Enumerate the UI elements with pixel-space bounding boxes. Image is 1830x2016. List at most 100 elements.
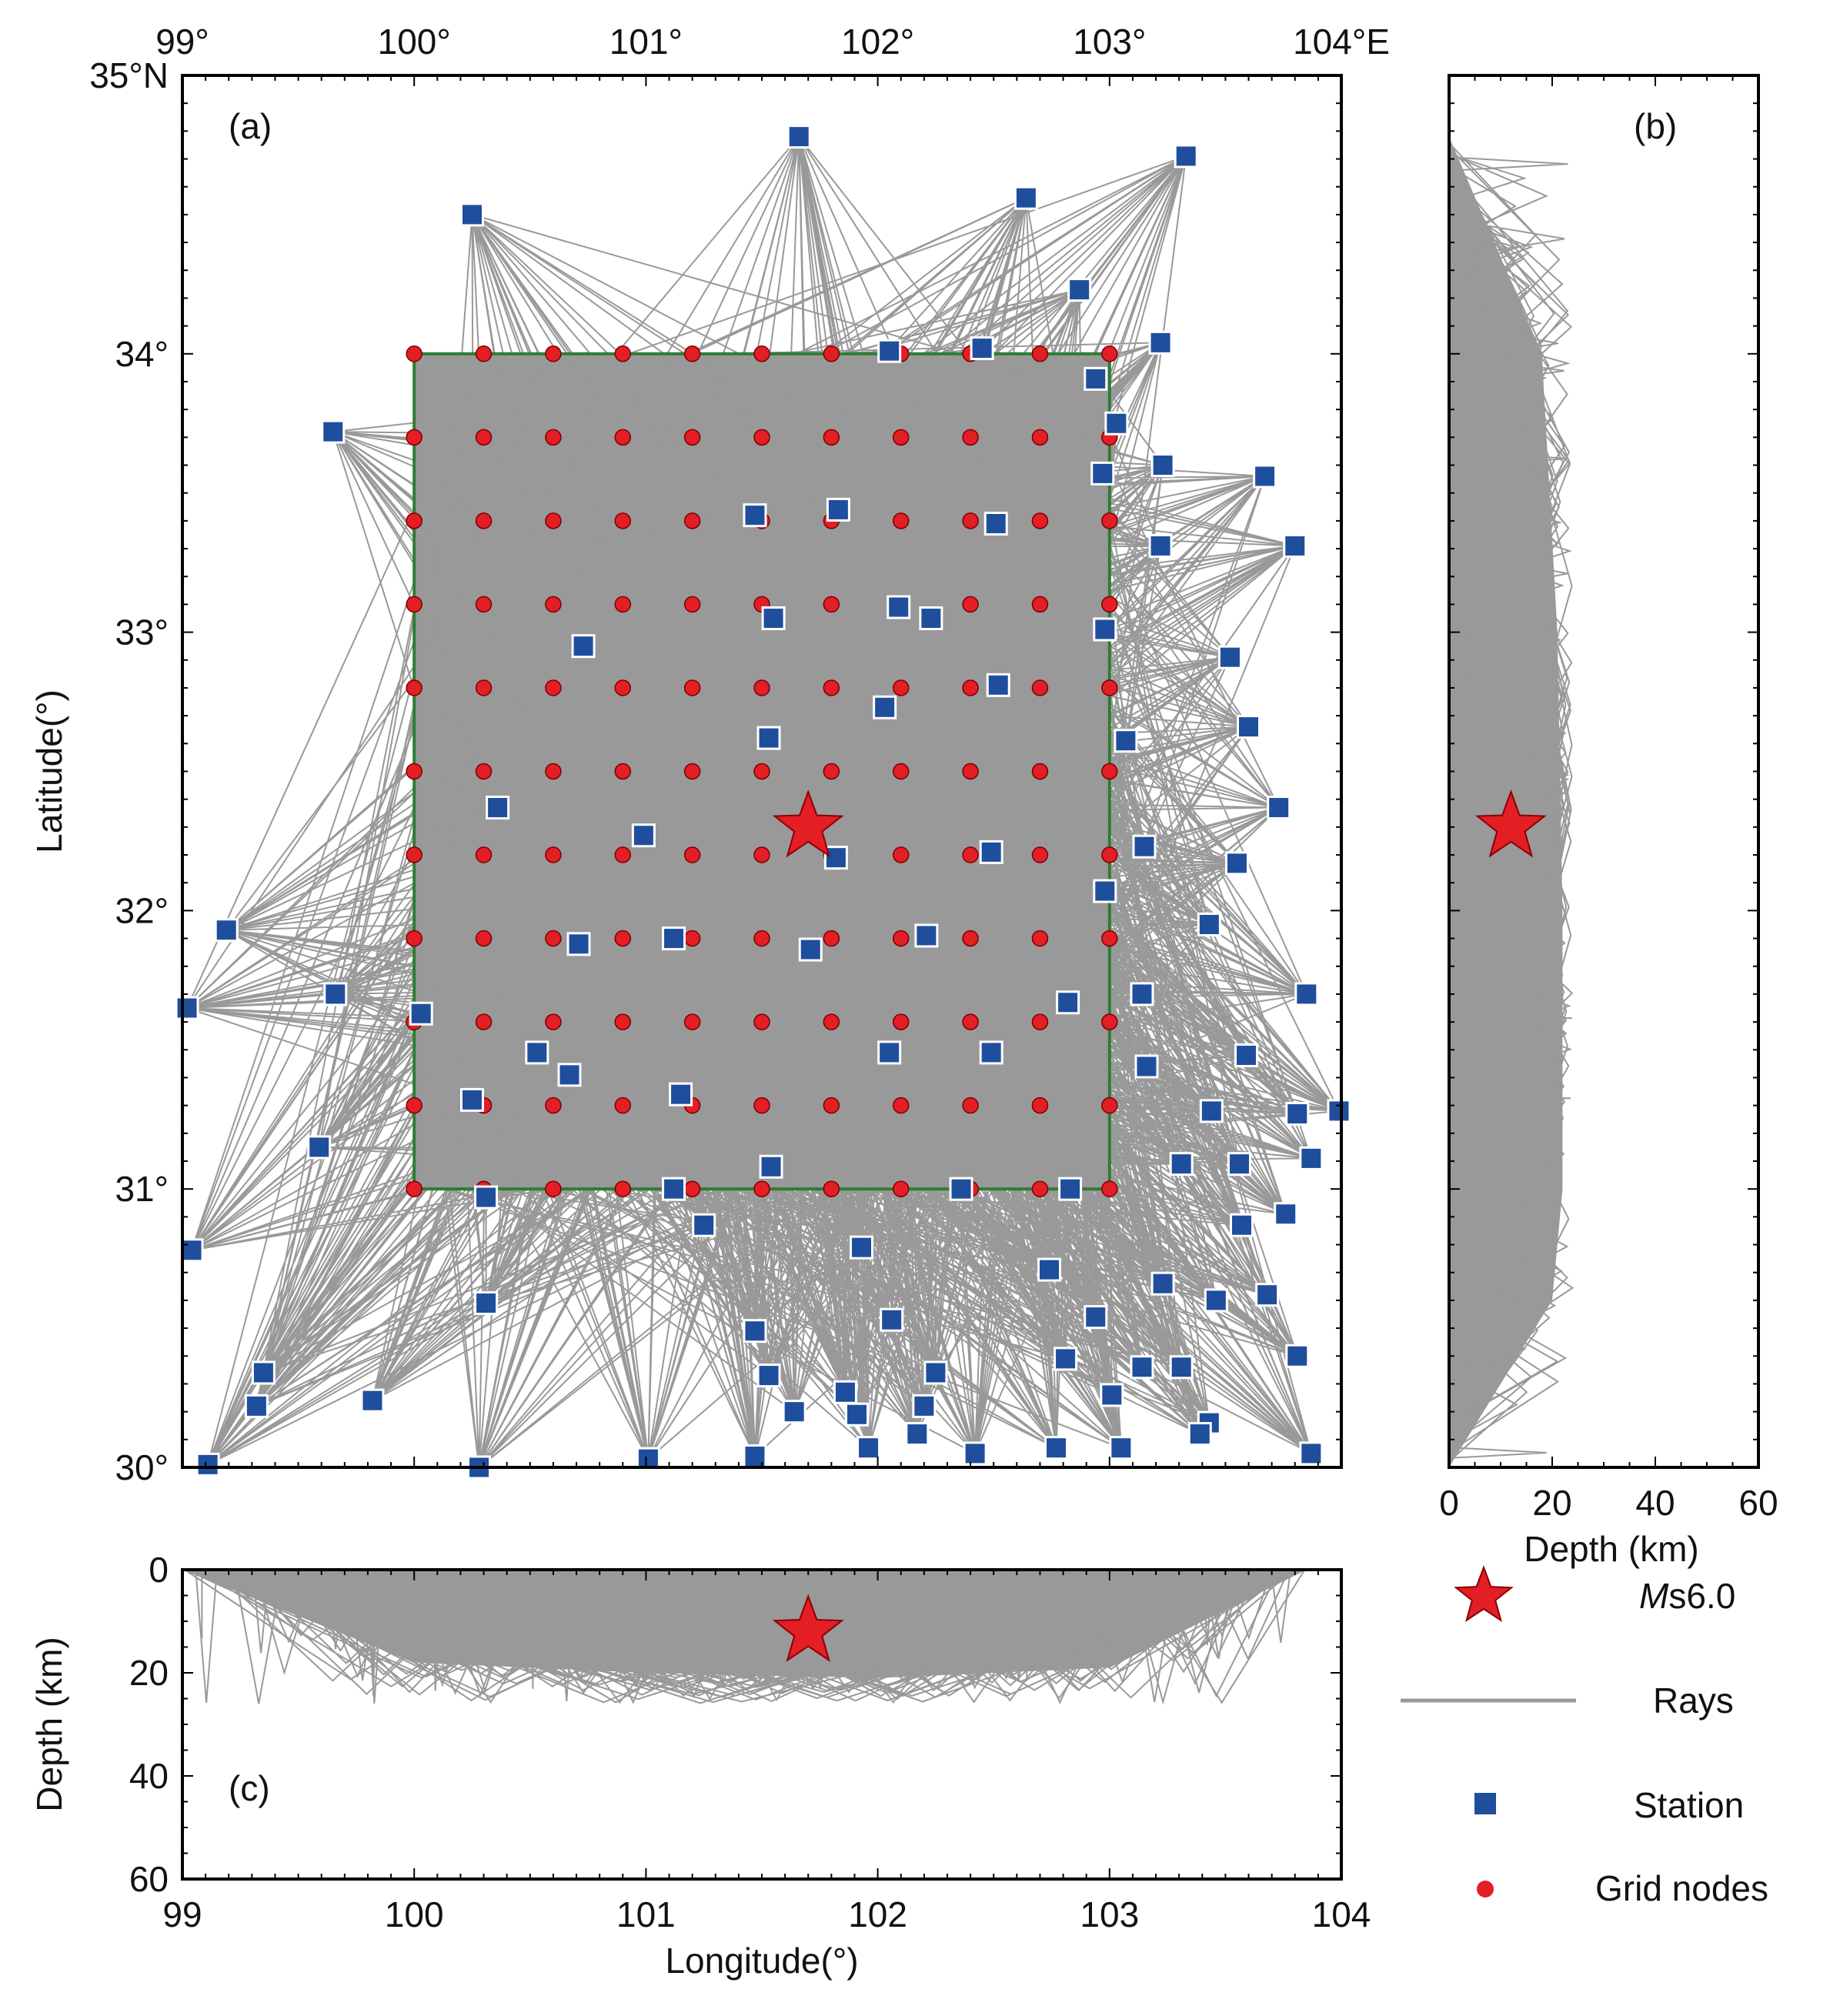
grid-node (545, 1013, 562, 1030)
grid-node (753, 930, 770, 947)
station-marker (460, 1087, 484, 1112)
legend-station-icon (1474, 1793, 1496, 1814)
legend-grid-nodes-label: Grid nodes (1595, 1868, 1768, 1908)
panel-a-map: 99° 100° 101° 102° 103° 104°E 30° 31° 32° 33° 34° 3… (29, 22, 1390, 1487)
c-y-tick-label: 0 (149, 1550, 169, 1590)
station-marker (1084, 1305, 1108, 1330)
station-marker (986, 673, 1010, 697)
station-marker (557, 1063, 582, 1087)
grid-node (614, 846, 632, 863)
panel-b-label: (b) (1634, 106, 1677, 146)
station-marker (914, 923, 939, 948)
station-marker (409, 1001, 433, 1026)
grid-node (962, 679, 979, 696)
panel-a-ticks: 99° 100° 101° 102° 103° 104°E 30° 31° 32° 33° 34° 3… (89, 22, 1390, 1487)
station-marker (631, 823, 656, 848)
grid-node (545, 1096, 562, 1114)
station-marker (474, 1185, 499, 1210)
grid-node (1031, 679, 1049, 696)
grid-node (962, 1096, 979, 1114)
grid-node (406, 930, 422, 947)
station-marker (823, 846, 848, 870)
grid-node (683, 846, 701, 863)
grid-node (614, 596, 632, 613)
grid-node (1031, 1096, 1049, 1114)
grid-node (823, 679, 840, 696)
station-marker (1204, 1288, 1228, 1313)
grid-node (823, 429, 840, 446)
grid-node (475, 512, 493, 529)
grid-node (892, 846, 910, 863)
station-marker (1014, 185, 1038, 210)
station-marker (360, 1388, 385, 1413)
grid-node (962, 429, 979, 446)
grid-node (545, 512, 562, 529)
station-marker (1285, 1343, 1310, 1368)
grid-node (753, 345, 770, 362)
grid-node (545, 679, 562, 696)
x-tick-label: 103° (1073, 22, 1146, 62)
stations (175, 125, 1351, 1480)
station-marker (1134, 1054, 1159, 1079)
station-marker (970, 336, 994, 361)
station-marker (179, 1238, 204, 1263)
c-x-tick-label: 100 (385, 1894, 444, 1934)
station-marker (1197, 912, 1221, 936)
grid-node (1031, 846, 1049, 863)
station-marker (460, 202, 484, 227)
grid-node (823, 930, 840, 947)
grid-node (1101, 1096, 1118, 1114)
station-marker (1283, 533, 1307, 558)
station-marker (1067, 278, 1092, 302)
station-marker (1234, 1043, 1259, 1068)
b-x-tick-label: 40 (1635, 1483, 1675, 1523)
panel-b-depth-latitude: 0 20 40 60 (b) Depth (km) (1439, 74, 1778, 1569)
grid-node (1101, 345, 1118, 362)
c-x-tick-label: 101 (616, 1894, 676, 1934)
grid-node (614, 679, 632, 696)
station-marker (692, 1213, 716, 1237)
panel-c-ticks: 99 100 101 102 103 104 0 20 40 60 (129, 1550, 1371, 1934)
station-marker (195, 1452, 220, 1477)
station-marker (566, 932, 591, 956)
x-tick-label: 99° (155, 22, 209, 62)
grid-node (962, 930, 979, 947)
grid-node (892, 1180, 910, 1197)
station-marker (1285, 1102, 1310, 1126)
grid-node (683, 930, 701, 947)
station-marker (1148, 533, 1173, 558)
grid-node (406, 763, 422, 780)
grid-node (892, 429, 910, 446)
legend: Ms6.0 Rays Station Grid nodes (1401, 1565, 1768, 1908)
c-x-tick-label: 104 (1312, 1894, 1371, 1934)
station-marker (662, 926, 686, 951)
station-marker (1084, 366, 1108, 391)
grid-node (406, 596, 422, 613)
grid-node (683, 345, 701, 362)
station-marker (1299, 1146, 1324, 1170)
grid-node (753, 1013, 770, 1030)
b-x-tick-label: 0 (1439, 1483, 1459, 1523)
grid-node (683, 429, 701, 446)
c-y-tick-label: 20 (129, 1653, 169, 1693)
station-marker (761, 606, 786, 631)
station-marker (1224, 851, 1249, 876)
grid-node (753, 679, 770, 696)
station-marker (1132, 834, 1157, 859)
grid-node (475, 679, 493, 696)
station-marker (743, 1319, 767, 1343)
station-marker (1104, 411, 1129, 436)
station-marker (175, 996, 199, 1020)
station-marker (1130, 982, 1154, 1006)
grid-node (683, 1180, 701, 1197)
grid-node (406, 846, 422, 863)
grid-node (1101, 1013, 1118, 1030)
y-tick-label: 32° (115, 890, 169, 930)
grid-node (1031, 763, 1049, 780)
grid-node (1101, 596, 1118, 613)
x-tick-label: 100° (378, 22, 451, 62)
grid-node (475, 429, 493, 446)
grid-node (683, 596, 701, 613)
grid-node (683, 763, 701, 780)
grid-node (614, 1013, 632, 1030)
